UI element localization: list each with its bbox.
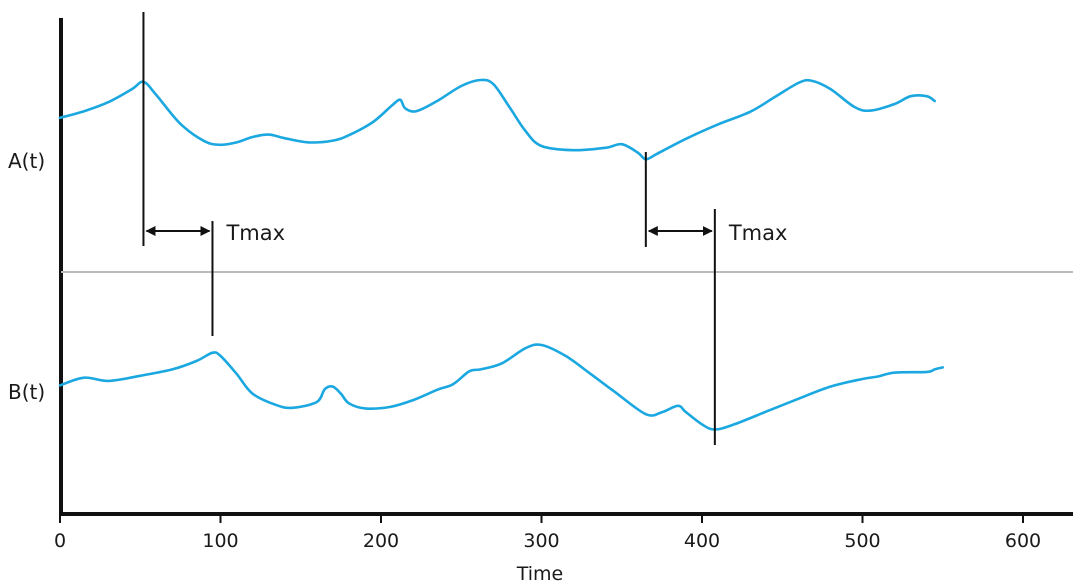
x-tick-label: 600 <box>1005 530 1041 552</box>
tmax-label: Tmax <box>225 221 285 245</box>
x-tick-label: 200 <box>363 530 399 552</box>
x-tick-label: 300 <box>523 530 559 552</box>
tmax-label: Tmax <box>728 221 788 245</box>
x-tick-label: 400 <box>684 530 720 552</box>
x-tick-label: 500 <box>844 530 880 552</box>
annotation-layer: Tmax Tmax <box>142 12 788 445</box>
series-a-line <box>58 78 936 161</box>
series-layer <box>58 78 945 431</box>
series-b-line <box>58 343 945 431</box>
x-tick-label: 100 <box>202 530 238 552</box>
series-a-label: A(t) <box>8 149 45 173</box>
x-ticks: 0 100 200 300 400 500 600 <box>54 514 1041 552</box>
x-tick-label: 0 <box>54 530 66 552</box>
x-axis-label: Time <box>516 563 564 585</box>
series-b-label: B(t) <box>8 380 45 404</box>
